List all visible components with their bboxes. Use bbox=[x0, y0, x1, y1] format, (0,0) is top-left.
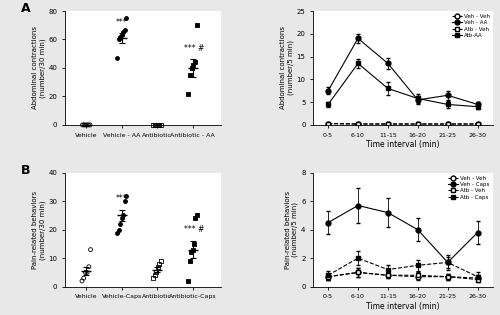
X-axis label: Time interval (min): Time interval (min) bbox=[366, 302, 440, 311]
Point bbox=[115, 37, 123, 42]
Text: A: A bbox=[22, 2, 31, 15]
Point bbox=[193, 23, 201, 28]
Point bbox=[120, 199, 128, 204]
Point bbox=[190, 63, 198, 68]
Text: ***: *** bbox=[116, 18, 128, 27]
Point bbox=[122, 16, 130, 21]
Point bbox=[80, 276, 88, 281]
Legend: Veh - Veh, Veh - Caps, Atb - Veh, Atb - Caps: Veh - Veh, Veh - Caps, Atb - Veh, Atb - … bbox=[448, 175, 490, 200]
Point bbox=[157, 259, 165, 264]
Point bbox=[83, 123, 91, 128]
Point bbox=[150, 123, 158, 128]
Point bbox=[115, 227, 123, 232]
Y-axis label: Pain-related behaviors
(number/5 min): Pain-related behaviors (number/5 min) bbox=[284, 191, 298, 269]
Point bbox=[150, 276, 158, 281]
Point bbox=[192, 216, 200, 221]
Point bbox=[116, 221, 124, 226]
Point bbox=[119, 213, 127, 218]
Point bbox=[157, 123, 165, 128]
Point bbox=[122, 193, 130, 198]
Point bbox=[84, 123, 92, 128]
Point bbox=[83, 270, 91, 275]
Y-axis label: Abdominal contractions
(number/30 min): Abdominal contractions (number/30 min) bbox=[32, 26, 46, 110]
Point bbox=[78, 123, 86, 128]
Point bbox=[119, 30, 127, 35]
Point bbox=[152, 123, 160, 128]
Point bbox=[156, 123, 164, 128]
Point bbox=[186, 259, 194, 264]
Point bbox=[184, 278, 192, 284]
Point bbox=[187, 250, 195, 255]
Point bbox=[78, 278, 86, 284]
Point bbox=[118, 216, 126, 221]
Point bbox=[156, 261, 164, 266]
Point bbox=[152, 270, 160, 275]
Point bbox=[120, 27, 128, 32]
Point bbox=[154, 264, 162, 269]
Point bbox=[184, 91, 192, 96]
Point bbox=[191, 60, 199, 65]
Point bbox=[85, 264, 93, 269]
Point bbox=[151, 273, 159, 278]
Point bbox=[154, 123, 162, 128]
Point bbox=[80, 123, 88, 128]
Text: B: B bbox=[22, 164, 31, 177]
Point bbox=[188, 66, 196, 71]
Point bbox=[188, 247, 196, 252]
Point bbox=[190, 241, 198, 246]
Point bbox=[82, 270, 90, 275]
Point bbox=[116, 34, 124, 39]
Y-axis label: Pain-related behaviors
(number/30 min): Pain-related behaviors (number/30 min) bbox=[32, 191, 46, 269]
Point bbox=[193, 213, 201, 218]
Text: ***: *** bbox=[116, 194, 128, 203]
Point bbox=[186, 72, 194, 77]
Point bbox=[118, 33, 126, 38]
Point bbox=[114, 230, 122, 235]
Point bbox=[82, 123, 90, 128]
Legend: Veh - Veh, Veh - AA, Atb - Veh, Atb-AA: Veh - Veh, Veh - AA, Atb - Veh, Atb-AA bbox=[452, 14, 490, 38]
Point bbox=[86, 247, 94, 252]
Point bbox=[86, 123, 94, 128]
Point bbox=[114, 55, 122, 60]
X-axis label: Time interval (min): Time interval (min) bbox=[366, 140, 440, 149]
Text: *** #: *** # bbox=[184, 225, 204, 234]
Y-axis label: Abdominal contractions
(number/5 min): Abdominal contractions (number/5 min) bbox=[280, 26, 293, 110]
Text: *** #: *** # bbox=[184, 44, 204, 53]
Point bbox=[151, 123, 159, 128]
